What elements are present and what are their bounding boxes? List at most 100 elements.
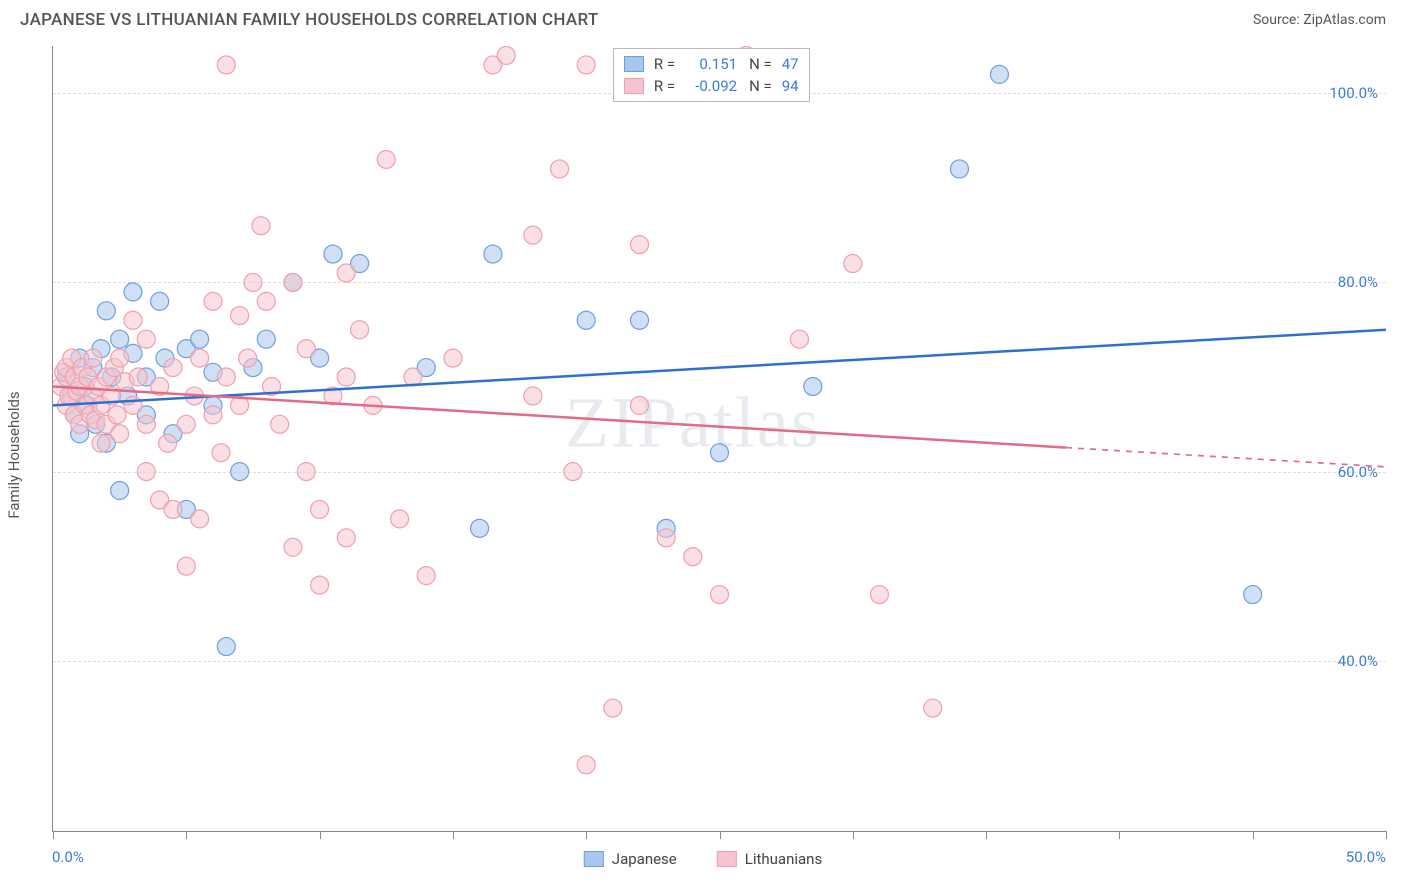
- scatter-point: [577, 56, 595, 74]
- legend-n-label: N =: [749, 53, 772, 75]
- scatter-point: [217, 638, 235, 656]
- scatter-point: [337, 264, 355, 282]
- x-tick: [1386, 831, 1387, 839]
- x-tick: [1253, 831, 1254, 839]
- scatter-point: [252, 217, 270, 235]
- x-tick: [853, 831, 854, 839]
- scatter-point: [471, 519, 489, 537]
- scatter-point: [177, 557, 195, 575]
- correlation-legend: R =0.151N =47R =-0.092N =94: [613, 48, 810, 102]
- scatter-point: [351, 321, 369, 339]
- scatter-point: [297, 340, 315, 358]
- legend-item: Lithuanians: [717, 850, 822, 868]
- legend-swatch: [584, 851, 604, 867]
- legend-r-label: R =: [654, 53, 675, 75]
- x-tick: [986, 831, 987, 839]
- scatter-point: [124, 283, 142, 301]
- scatter-point: [111, 330, 129, 348]
- x-tick: [53, 831, 54, 839]
- scatter-point: [97, 302, 115, 320]
- scatter-point: [217, 56, 235, 74]
- scatter-point: [497, 46, 515, 64]
- scatter-point: [177, 415, 195, 433]
- scatter-point: [231, 307, 249, 325]
- scatter-point: [844, 255, 862, 273]
- scatter-point: [337, 529, 355, 547]
- legend-row: R = -0.092 N = 94: [624, 75, 799, 97]
- scatter-point: [217, 368, 235, 386]
- scatter-point: [324, 245, 342, 263]
- scatter-point: [631, 236, 649, 254]
- scatter-point: [231, 463, 249, 481]
- scatter-point: [444, 349, 462, 367]
- scatter-point: [297, 463, 315, 481]
- legend-label: Japanese: [612, 850, 677, 868]
- scatter-svg: [53, 46, 1386, 831]
- scatter-point: [337, 368, 355, 386]
- scatter-point: [212, 444, 230, 462]
- x-tick: [186, 831, 187, 839]
- scatter-point: [950, 160, 968, 178]
- legend-n-label: N =: [749, 75, 772, 97]
- scatter-point: [1244, 586, 1262, 604]
- scatter-point: [111, 349, 129, 367]
- y-axis-title: Family Households: [5, 391, 23, 518]
- x-tick: [586, 831, 587, 839]
- scatter-point: [711, 444, 729, 462]
- scatter-point: [191, 510, 209, 528]
- scatter-point: [870, 586, 888, 604]
- scatter-point: [257, 292, 275, 310]
- scatter-point: [524, 226, 542, 244]
- scatter-point: [191, 349, 209, 367]
- scatter-point: [551, 160, 569, 178]
- scatter-point: [129, 368, 147, 386]
- legend-swatch: [624, 78, 644, 94]
- scatter-point: [391, 510, 409, 528]
- scatter-point: [92, 434, 110, 452]
- scatter-point: [137, 330, 155, 348]
- scatter-point: [244, 273, 262, 291]
- chart-title: JAPANESE VS LITHUANIAN FAMILY HOUSEHOLDS…: [20, 10, 599, 30]
- scatter-point: [191, 330, 209, 348]
- legend-item: Japanese: [584, 850, 677, 868]
- legend-swatch: [624, 56, 644, 72]
- trend-line-dashed: [1066, 448, 1386, 467]
- scatter-point: [284, 538, 302, 556]
- scatter-point: [577, 311, 595, 329]
- x-axis-max-label: 50.0%: [1346, 848, 1386, 866]
- chart-source: Source: ZipAtlas.com: [1253, 12, 1386, 28]
- scatter-point: [377, 150, 395, 168]
- legend-swatch: [717, 851, 737, 867]
- legend-label: Lithuanians: [745, 850, 822, 868]
- scatter-point: [790, 330, 808, 348]
- scatter-point: [111, 425, 129, 443]
- scatter-point: [404, 368, 422, 386]
- scatter-point: [137, 415, 155, 433]
- scatter-point: [159, 434, 177, 452]
- x-tick: [720, 831, 721, 839]
- legend-r-value: -0.092: [681, 75, 737, 97]
- series-legend: Japanese Lithuanians: [584, 850, 822, 868]
- chart-header: JAPANESE VS LITHUANIAN FAMILY HOUSEHOLDS…: [0, 0, 1406, 36]
- scatter-point: [631, 396, 649, 414]
- scatter-point: [124, 311, 142, 329]
- scatter-point: [604, 699, 622, 717]
- x-tick: [1119, 831, 1120, 839]
- scatter-point: [151, 292, 169, 310]
- x-tick: [320, 831, 321, 839]
- chart-plot-area: ZIPatlas R =0.151N =47R =-0.092N =94 40.…: [52, 46, 1386, 832]
- scatter-point: [108, 406, 126, 424]
- scatter-point: [124, 396, 142, 414]
- scatter-point: [111, 482, 129, 500]
- scatter-point: [204, 292, 222, 310]
- scatter-point: [631, 311, 649, 329]
- x-axis-min-label: 0.0%: [52, 848, 84, 866]
- scatter-point: [164, 359, 182, 377]
- scatter-point: [524, 387, 542, 405]
- legend-n-value: 47: [782, 53, 799, 75]
- legend-r-label: R =: [654, 75, 675, 97]
- scatter-point: [137, 463, 155, 481]
- legend-n-value: 94: [782, 75, 799, 97]
- legend-row: R =0.151N =47: [624, 53, 799, 75]
- scatter-point: [311, 500, 329, 518]
